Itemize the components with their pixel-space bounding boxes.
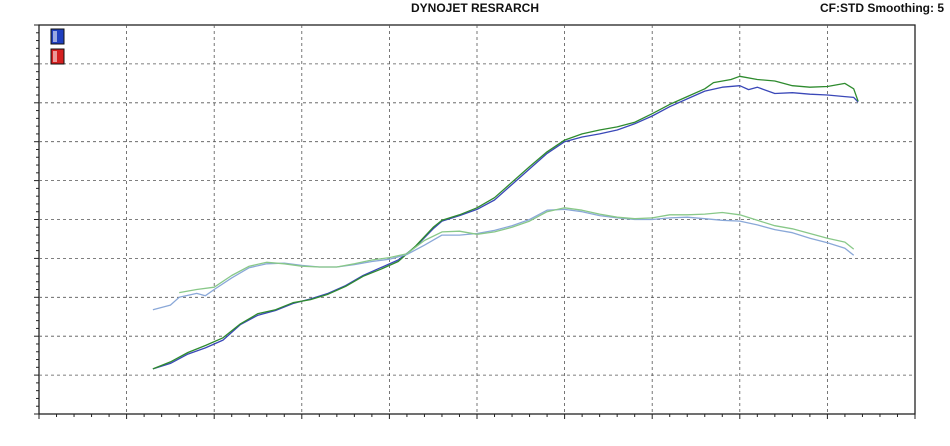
legend-swatch-highlight [53, 51, 57, 62]
chart-title: DYNOJET RESRARCH [410, 1, 539, 15]
legend-swatch-highlight [53, 31, 57, 42]
series-line-1 [152, 85, 859, 370]
series-line-4 [179, 207, 855, 294]
legend-swatch [50, 28, 65, 45]
correction-smoothing-label: CF:STD Smoothing: 5 [820, 1, 944, 15]
series-line-2 [152, 75, 859, 370]
legend-swatch [50, 48, 65, 65]
series-line-3 [152, 208, 855, 311]
